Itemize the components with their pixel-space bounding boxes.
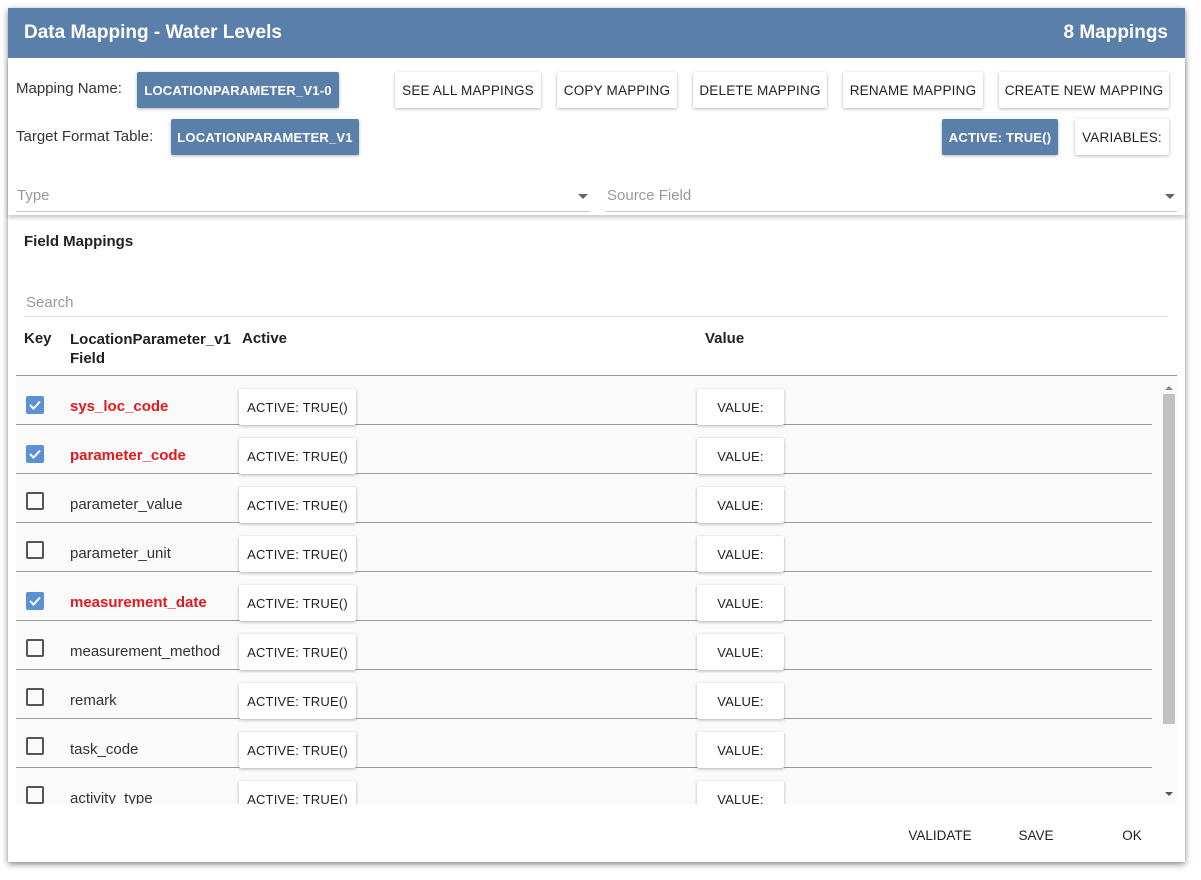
- mapping-name-label: Mapping Name:: [16, 80, 122, 97]
- type-select[interactable]: Type: [17, 187, 50, 204]
- key-checkbox[interactable]: [26, 492, 44, 510]
- field-name: parameter_code: [70, 447, 186, 464]
- row-active-button[interactable]: ACTIVE: TRUE(): [239, 389, 356, 425]
- scroll-up[interactable]: [1165, 382, 1173, 390]
- mapping-name-button[interactable]: LOCATIONPARAMETER_V1-0: [137, 72, 339, 108]
- type-underline: [16, 211, 590, 212]
- row-value-button[interactable]: VALUE:: [697, 781, 784, 804]
- row-active-button[interactable]: ACTIVE: TRUE(): [239, 732, 356, 768]
- row-value-button[interactable]: VALUE:: [697, 438, 784, 474]
- row-value-button[interactable]: VALUE:: [697, 487, 784, 523]
- row-value-button[interactable]: VALUE:: [697, 536, 784, 572]
- field-name: measurement_date: [70, 594, 207, 611]
- row-active-button[interactable]: ACTIVE: TRUE(): [239, 634, 356, 670]
- type-arrow: [578, 194, 588, 204]
- field-name: task_code: [70, 741, 139, 758]
- row-value-button[interactable]: VALUE:: [697, 683, 784, 719]
- column-header: Active: [242, 330, 288, 347]
- scrollbar-thumb[interactable]: [1163, 394, 1175, 724]
- key-checkbox[interactable]: [26, 786, 44, 804]
- key-checkbox[interactable]: [26, 688, 44, 706]
- dialog-title: Data Mapping - Water Levels: [24, 22, 282, 43]
- column-header: LocationParameter_v1 Field: [70, 331, 231, 367]
- search-underline: [24, 316, 1168, 317]
- header-divider: [16, 375, 1177, 376]
- column-header: Key: [24, 330, 52, 347]
- table-row: sys_loc_code ACTIVE: TRUE() VALUE:: [16, 376, 1152, 425]
- table-body: sys_loc_code ACTIVE: TRUE() VALUE: paramete…: [16, 376, 1177, 804]
- key-checkbox[interactable]: [26, 396, 44, 414]
- toolbar-button[interactable]: SEE ALL MAPPINGS: [395, 72, 541, 108]
- source-arrow: [1165, 194, 1175, 204]
- table-row: parameter_unit ACTIVE: TRUE() VALUE:: [16, 523, 1152, 572]
- row-value-button[interactable]: VALUE:: [697, 732, 784, 768]
- column-header: Value: [705, 330, 745, 347]
- row-value-button[interactable]: VALUE:: [697, 634, 784, 670]
- field-name: measurement_method: [70, 643, 221, 660]
- toolbar-button[interactable]: DELETE MAPPING: [693, 72, 827, 108]
- field-name: activity_type: [70, 790, 153, 804]
- table-row: parameter_value ACTIVE: TRUE() VALUE:: [16, 474, 1152, 523]
- section-title: Field Mappings: [24, 233, 134, 250]
- header-bar: [8, 8, 1185, 58]
- variables-button[interactable]: VARIABLES:: [1075, 119, 1169, 155]
- key-checkbox[interactable]: [26, 541, 44, 559]
- key-checkbox[interactable]: [26, 737, 44, 755]
- check-icon: [29, 400, 41, 410]
- row-active-button[interactable]: ACTIVE: TRUE(): [239, 781, 356, 804]
- table-row: measurement_method ACTIVE: TRUE() VALUE:: [16, 621, 1152, 670]
- row-active-button[interactable]: ACTIVE: TRUE(): [239, 585, 356, 621]
- field-name: remark: [70, 692, 117, 709]
- key-checkbox[interactable]: [26, 639, 44, 657]
- scroll-down[interactable]: [1165, 792, 1173, 800]
- footer-button[interactable]: VALIDATE: [908, 828, 972, 843]
- row-active-button[interactable]: ACTIVE: TRUE(): [239, 683, 356, 719]
- active-button[interactable]: ACTIVE: TRUE(): [942, 119, 1058, 155]
- table-row: parameter_code ACTIVE: TRUE() VALUE:: [16, 425, 1152, 474]
- footer-button[interactable]: SAVE: [1018, 828, 1054, 843]
- check-icon: [29, 449, 41, 459]
- field-name: sys_loc_code: [70, 398, 169, 415]
- check-icon: [29, 596, 41, 606]
- row-value-button[interactable]: VALUE:: [697, 585, 784, 621]
- source-select[interactable]: Source Field: [607, 187, 692, 204]
- row-active-button[interactable]: ACTIVE: TRUE(): [239, 487, 356, 523]
- key-checkbox[interactable]: [26, 445, 44, 463]
- target-button[interactable]: LOCATIONPARAMETER_V1: [171, 119, 359, 155]
- table-row: remark ACTIVE: TRUE() VALUE:: [16, 670, 1152, 719]
- source-underline: [606, 211, 1177, 212]
- search-input[interactable]: Search: [26, 294, 74, 311]
- toolbar-button[interactable]: COPY MAPPING: [557, 72, 677, 108]
- field-name: parameter_unit: [70, 545, 171, 562]
- row-active-button[interactable]: ACTIVE: TRUE(): [239, 438, 356, 474]
- key-checkbox[interactable]: [26, 592, 44, 610]
- footer-button[interactable]: OK: [1122, 828, 1142, 843]
- toolbar-button[interactable]: RENAME MAPPING: [843, 72, 983, 108]
- target-label: Target Format Table:: [16, 128, 154, 145]
- table-row: activity_type ACTIVE: TRUE() VALUE:: [16, 768, 1152, 804]
- row-active-button[interactable]: ACTIVE: TRUE(): [239, 536, 356, 572]
- row-value-button[interactable]: VALUE:: [697, 389, 784, 425]
- field-name: parameter_value: [70, 496, 183, 513]
- table-row: task_code ACTIVE: TRUE() VALUE:: [16, 719, 1152, 768]
- toolbar-button[interactable]: CREATE NEW MAPPING: [999, 72, 1169, 108]
- table-row: measurement_date ACTIVE: TRUE() VALUE:: [16, 572, 1152, 621]
- mapping-count: 8 Mappings: [1063, 22, 1168, 43]
